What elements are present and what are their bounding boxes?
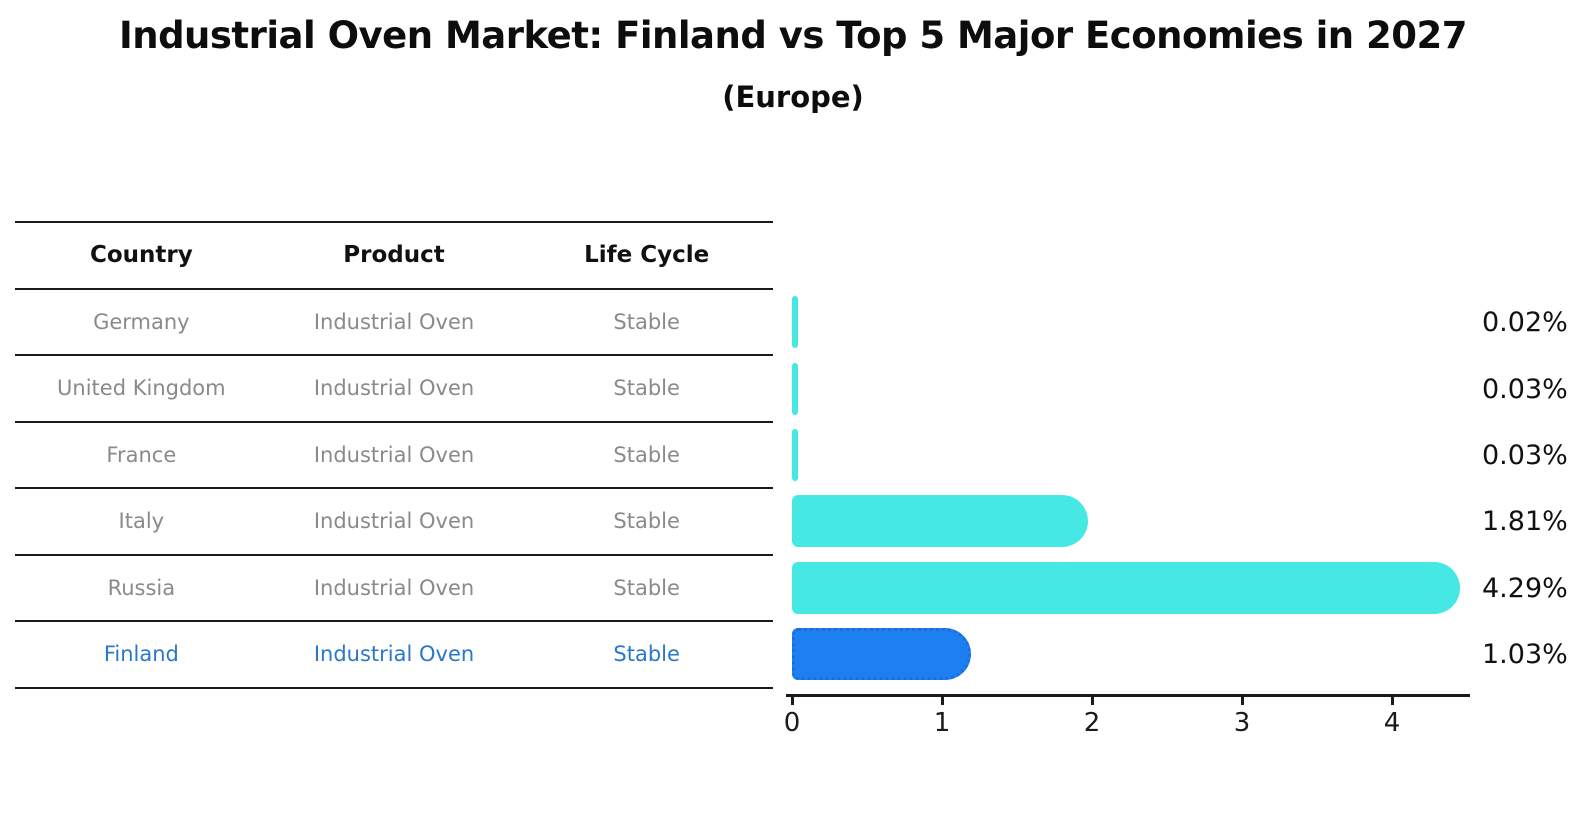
bar-france <box>792 429 798 481</box>
table-divider <box>15 354 773 356</box>
x-axis-tick <box>1391 694 1394 705</box>
x-axis-tick-label: 0 <box>783 708 801 738</box>
column-header-life-cycle: Life Cycle <box>584 242 710 268</box>
life-cycle-cell: Stable <box>613 310 680 334</box>
life-cycle-cell: Stable <box>613 376 680 400</box>
bar-italy <box>792 495 1088 547</box>
table-row-germany: Germany Industrial Oven Stable <box>15 290 773 354</box>
life-cycle-cell: Stable <box>613 576 680 600</box>
table-divider <box>15 221 773 223</box>
x-axis <box>786 694 1470 697</box>
x-axis-tick <box>941 694 944 705</box>
table-divider <box>15 687 773 689</box>
product-cell: Industrial Oven <box>313 576 475 600</box>
country-cell: Finland <box>103 642 179 666</box>
life-cycle-cell: Stable <box>613 509 680 533</box>
country-cell: Germany <box>93 310 190 334</box>
product-cell: Industrial Oven <box>313 642 475 666</box>
life-cycle-cell: Stable <box>613 642 680 666</box>
bar-value-label: 0.02% <box>1482 307 1568 338</box>
x-axis-tick <box>1091 694 1094 705</box>
bar-finland <box>792 628 971 680</box>
column-header-product: Product <box>343 242 445 268</box>
product-cell: Industrial Oven <box>313 376 475 400</box>
x-axis-tick-label: 1 <box>933 708 951 738</box>
table-row-france: France Industrial Oven Stable <box>15 423 773 487</box>
bar-value-label: 1.03% <box>1482 639 1568 670</box>
table-divider <box>15 554 773 556</box>
x-axis-tick-label: 3 <box>1233 708 1251 738</box>
table-row-italy: Italy Industrial Oven Stable <box>15 489 773 553</box>
bar-united-kingdom <box>792 363 798 415</box>
table-row-united-kingdom: United Kingdom Industrial Oven Stable <box>15 356 773 420</box>
chart-subtitle: (Europe) <box>722 80 864 114</box>
table-row-russia: Russia Industrial Oven Stable <box>15 556 773 620</box>
bar-russia <box>792 562 1460 614</box>
country-cell: Russia <box>107 576 176 600</box>
x-axis-tick-label: 4 <box>1383 708 1401 738</box>
product-cell: Industrial Oven <box>313 310 475 334</box>
bar-value-label: 4.29% <box>1482 573 1568 604</box>
product-cell: Industrial Oven <box>313 509 475 533</box>
bar-germany <box>792 296 798 348</box>
column-header-country: Country <box>89 242 193 268</box>
country-cell: France <box>106 443 177 467</box>
table-divider <box>15 620 773 622</box>
bar-value-label: 1.81% <box>1482 506 1568 537</box>
table-divider <box>15 421 773 423</box>
table-divider <box>15 288 773 290</box>
bar-value-label: 0.03% <box>1482 440 1568 471</box>
x-axis-tick <box>791 694 794 705</box>
x-axis-tick <box>1241 694 1244 705</box>
country-cell: United Kingdom <box>57 376 226 400</box>
table-row-finland: Finland Industrial Oven Stable <box>15 622 773 686</box>
x-axis-tick-label: 2 <box>1083 708 1101 738</box>
table-divider <box>15 487 773 489</box>
life-cycle-cell: Stable <box>613 443 680 467</box>
country-cell: Italy <box>118 509 165 533</box>
product-cell: Industrial Oven <box>313 443 475 467</box>
chart-title: Industrial Oven Market: Finland vs Top 5… <box>118 14 1468 57</box>
table-header-row: Country Product Life Cycle <box>15 223 773 287</box>
bar-value-label: 0.03% <box>1482 374 1568 405</box>
